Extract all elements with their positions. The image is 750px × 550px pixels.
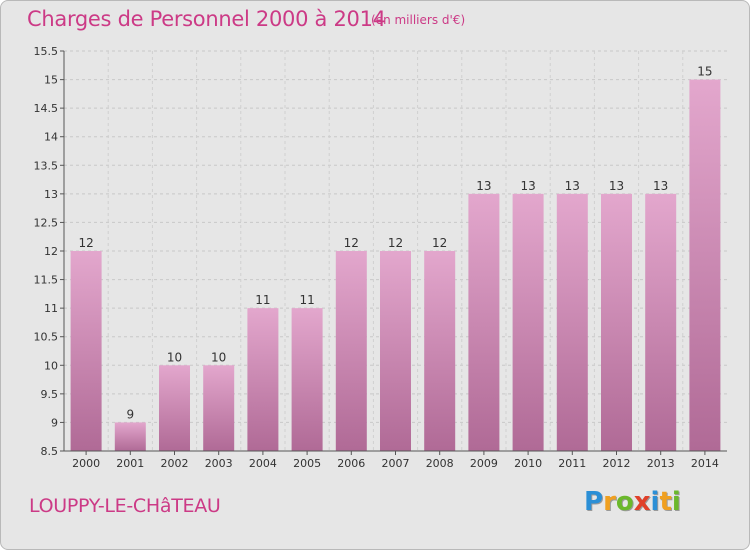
- bar[interactable]: [291, 308, 323, 451]
- y-tick-label: 8.5: [41, 445, 59, 458]
- y-tick-label: 15: [44, 74, 58, 87]
- bar[interactable]: [424, 251, 456, 451]
- bar-value-label: 15: [697, 65, 712, 79]
- x-tick-label: 2012: [603, 457, 631, 470]
- logo-letter: o: [615, 487, 634, 517]
- x-tick-label: 2005: [293, 457, 321, 470]
- x-tick-label: 2008: [426, 457, 454, 470]
- bar[interactable]: [645, 193, 677, 451]
- bar[interactable]: [335, 251, 367, 451]
- logo-letter: i: [650, 487, 660, 517]
- y-tick-label: 14.5: [34, 102, 59, 115]
- y-tick-label: 9: [51, 416, 58, 429]
- x-tick-label: 2003: [205, 457, 233, 470]
- bar-value-label: 12: [432, 236, 447, 250]
- x-tick-label: 2013: [647, 457, 675, 470]
- commune-name: LOUPPY-LE-CHâTEAU: [29, 495, 221, 517]
- bar-value-label: 10: [211, 350, 226, 364]
- y-tick-label: 10: [44, 359, 58, 372]
- bar[interactable]: [601, 193, 632, 451]
- bar[interactable]: [512, 193, 544, 451]
- y-tick-label: 13.5: [34, 159, 59, 172]
- bar[interactable]: [689, 79, 721, 452]
- x-tick-label: 2004: [249, 457, 277, 470]
- x-tick-label: 2001: [116, 457, 144, 470]
- bar-value-label: 13: [520, 179, 535, 193]
- bar[interactable]: [556, 193, 588, 451]
- logo-letter: r: [603, 487, 616, 517]
- bar-value-label: 11: [299, 293, 314, 307]
- chart-subtitle: (en milliers d'€): [371, 13, 466, 27]
- bar-value-label: 13: [609, 179, 624, 193]
- x-tick-label: 2006: [337, 457, 365, 470]
- bar[interactable]: [247, 308, 279, 451]
- y-tick-label: 15.5: [34, 45, 59, 58]
- x-tick-label: 2002: [161, 457, 189, 470]
- bar-value-label: 12: [78, 236, 93, 250]
- y-tick-label: 13: [44, 188, 58, 201]
- bar-value-label: 11: [255, 293, 270, 307]
- x-tick-label: 2011: [558, 457, 586, 470]
- bar[interactable]: [468, 193, 500, 451]
- y-tick-label: 10.5: [34, 331, 59, 344]
- bar[interactable]: [70, 251, 102, 451]
- x-tick-label: 2014: [691, 457, 719, 470]
- y-tick-label: 12: [44, 245, 58, 258]
- bar-value-label: 13: [476, 179, 491, 193]
- x-tick-label: 2000: [72, 457, 100, 470]
- x-tick-label: 2009: [470, 457, 498, 470]
- bar[interactable]: [114, 422, 146, 451]
- x-tick-label: 2010: [514, 457, 542, 470]
- logo-letter: P: [584, 487, 604, 517]
- y-tick-label: 12.5: [34, 216, 59, 229]
- bar-value-label: 13: [565, 179, 580, 193]
- bar-value-label: 13: [653, 179, 668, 193]
- logo-letter: x: [633, 487, 651, 517]
- y-tick-label: 11: [44, 302, 58, 315]
- bar[interactable]: [159, 365, 190, 451]
- logo-letter: i: [671, 487, 681, 517]
- x-tick-label: 2007: [382, 457, 410, 470]
- logo-letter: t: [659, 487, 672, 517]
- bar-value-label: 12: [388, 236, 403, 250]
- y-tick-label: 11.5: [34, 274, 59, 287]
- bar[interactable]: [203, 365, 235, 451]
- proxiti-logo[interactable]: Proxiti: [584, 487, 681, 517]
- bar[interactable]: [380, 251, 411, 451]
- bar-value-label: 12: [344, 236, 359, 250]
- y-tick-label: 14: [44, 131, 58, 144]
- bar-value-label: 10: [167, 350, 182, 364]
- bar-value-label: 9: [126, 407, 134, 421]
- y-tick-label: 9.5: [41, 388, 59, 401]
- chart-title: Charges de Personnel 2000 à 2014: [27, 7, 386, 31]
